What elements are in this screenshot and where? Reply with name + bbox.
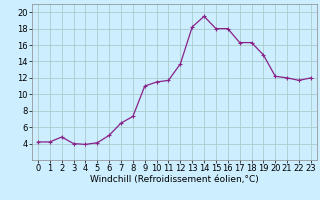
X-axis label: Windchill (Refroidissement éolien,°C): Windchill (Refroidissement éolien,°C) [90, 175, 259, 184]
